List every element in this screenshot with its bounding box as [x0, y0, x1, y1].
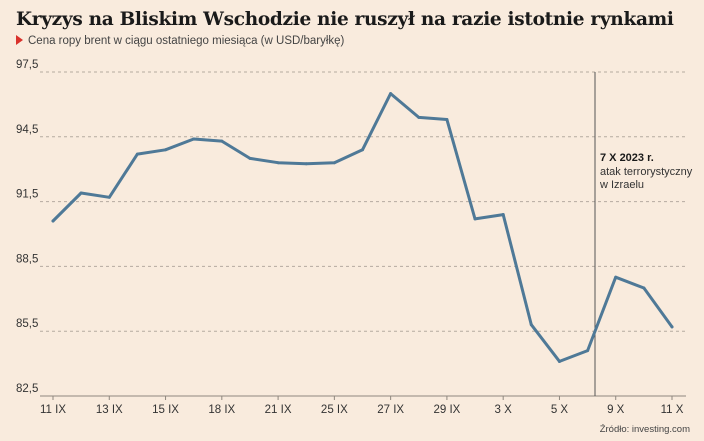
- data-point: [164, 148, 168, 152]
- x-tick-label: 21 IX: [265, 404, 292, 416]
- x-tick-label: 15 IX: [152, 404, 179, 416]
- y-tick-label: 88,5: [16, 253, 38, 265]
- chart-subtitle: Cena ropy brent w ciągu ostatniego miesi…: [16, 35, 344, 47]
- data-point: [670, 325, 674, 329]
- data-point: [248, 156, 252, 160]
- red-triangle-icon: [16, 35, 23, 45]
- x-tick-label: 13 IX: [96, 404, 123, 416]
- data-point: [417, 115, 421, 119]
- x-tick-label: 18 IX: [208, 404, 235, 416]
- y-tick-label: 94,5: [16, 124, 38, 136]
- data-point: [586, 349, 590, 353]
- data-point: [389, 92, 393, 96]
- subtitle-text: Cena ropy brent w ciągu ostatniego miesi…: [28, 35, 345, 47]
- x-tick-label: 11 IX: [40, 404, 66, 416]
- x-tick-label: 9 X: [607, 404, 625, 416]
- data-point: [332, 161, 336, 165]
- data-point: [192, 137, 196, 141]
- series-line: [51, 92, 674, 363]
- data-point: [529, 323, 533, 327]
- y-tick-label: 91,5: [16, 189, 38, 201]
- data-point: [361, 148, 364, 152]
- data-point: [614, 275, 618, 279]
- annotation-text: atak terrorystyczny: [600, 166, 693, 178]
- y-tick-label: 85,5: [16, 318, 38, 330]
- x-tick-label: 3 X: [495, 404, 513, 416]
- data-point: [501, 213, 505, 217]
- data-point: [473, 217, 477, 221]
- annotation-text: w Izraelu: [599, 179, 644, 191]
- data-point: [445, 118, 449, 122]
- annotation-date: 7 X 2023 r.: [600, 152, 654, 164]
- chart-title: Kryzys na Bliskim Wschodzie nie ruszył n…: [16, 9, 674, 30]
- data-point: [107, 195, 111, 199]
- data-point: [276, 161, 280, 165]
- data-point: [557, 359, 561, 363]
- data-point: [220, 139, 224, 143]
- x-tick-label: 25 IX: [321, 404, 348, 416]
- data-point: [51, 219, 55, 223]
- y-tick-label: 97,5: [16, 59, 38, 71]
- data-point: [304, 162, 308, 166]
- x-tick-label: 11 X: [661, 404, 684, 416]
- x-tick-label: 5 X: [551, 404, 569, 416]
- source-note: Źródło: investing.com: [599, 424, 690, 435]
- data-point: [135, 152, 139, 156]
- x-tick-label: 29 IX: [433, 404, 460, 416]
- y-tick-label: 82,5: [16, 383, 38, 395]
- x-tick-label: 27 IX: [377, 404, 404, 416]
- data-point: [79, 191, 83, 195]
- data-point: [642, 286, 646, 290]
